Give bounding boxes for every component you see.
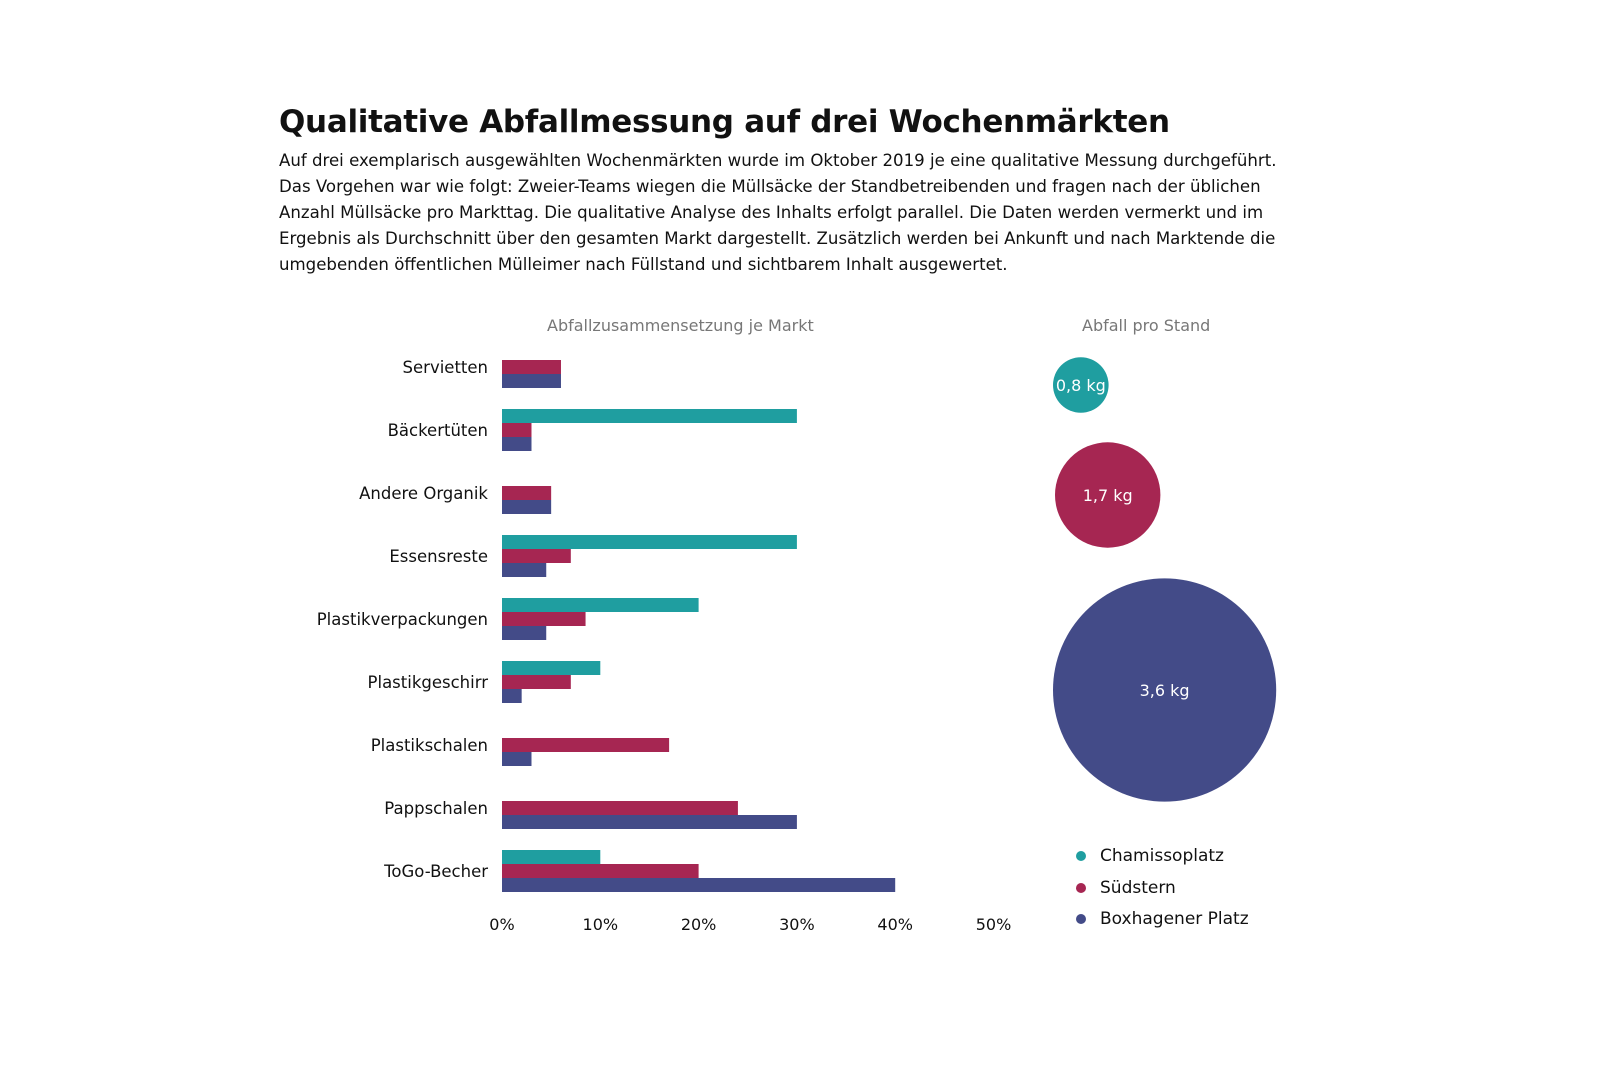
bar-chamissoplatz (502, 598, 699, 612)
bar-s-dstern (502, 612, 586, 626)
bar-boxhagener-platz (502, 878, 896, 892)
description: Auf drei exemplarisch ausgewählten Woche… (279, 151, 1277, 274)
x-tick-label: 20% (681, 915, 717, 934)
bubble-boxhagener-platz (1053, 578, 1277, 802)
bar-boxhagener-platz (502, 437, 532, 451)
bubble-chart-title: Abfall pro Stand (1082, 316, 1211, 335)
x-tick-label: 10% (583, 915, 619, 934)
bar-s-dstern (502, 801, 738, 815)
legend-item-boxhagener-platz: Boxhagener Platz (1076, 909, 1249, 929)
bubble-s-dstern (1055, 442, 1161, 548)
bar-s-dstern (502, 864, 699, 878)
bubble-label: 1,7 kg (1083, 486, 1133, 505)
bubble-chamissoplatz (1053, 357, 1109, 413)
bar-s-dstern (502, 738, 670, 752)
bar-s-dstern (502, 423, 532, 437)
bar-chamissoplatz (502, 409, 797, 423)
category-label: Essensreste (389, 547, 488, 566)
bar-boxhagener-platz (502, 752, 532, 766)
bar-boxhagener-platz (502, 500, 552, 514)
legend-item-chamissoplatz: Chamissoplatz (1076, 846, 1224, 866)
category-label: Servietten (403, 358, 488, 377)
legend-item-suedstern: Südstern (1076, 878, 1176, 898)
category-label: Andere Organik (359, 484, 488, 503)
bar-boxhagener-platz (502, 689, 522, 703)
bubble-label: 3,6 kg (1140, 681, 1190, 700)
legend-swatch (1076, 883, 1086, 893)
category-label: Bäckertüten (388, 421, 488, 440)
x-tick-label: 30% (779, 915, 815, 934)
category-label: Plastikgeschirr (368, 673, 489, 692)
legend-swatch (1076, 851, 1086, 861)
bar-chart-title: Abfallzusammensetzung je Markt (547, 316, 814, 335)
legend-label: Südstern (1100, 878, 1176, 898)
bar-s-dstern (502, 486, 552, 500)
bar-boxhagener-platz (502, 815, 797, 829)
legend-swatch (1076, 914, 1086, 924)
bar-s-dstern (502, 360, 561, 374)
page-title: Qualitative Abfallmessung auf drei Woche… (279, 104, 1170, 140)
category-label: ToGo-Becher (383, 862, 488, 881)
x-tick-label: 40% (877, 915, 913, 934)
bar-chamissoplatz (502, 535, 797, 549)
bar-s-dstern (502, 675, 571, 689)
x-tick-label: 0% (489, 915, 514, 934)
category-label: Pappschalen (384, 799, 488, 818)
bar-s-dstern (502, 549, 571, 563)
bar-chamissoplatz (502, 661, 601, 675)
bar-boxhagener-platz (502, 626, 547, 640)
legend-label: Chamissoplatz (1100, 846, 1224, 866)
category-label: Plastikschalen (371, 736, 488, 755)
category-label: Plastikverpackungen (317, 610, 488, 629)
bar-chamissoplatz (502, 850, 601, 864)
x-tick-label: 50% (976, 915, 1012, 934)
legend-label: Boxhagener Platz (1100, 909, 1249, 929)
bar-boxhagener-platz (502, 374, 561, 388)
bubble-label: 0,8 kg (1056, 376, 1106, 395)
bar-boxhagener-platz (502, 563, 547, 577)
